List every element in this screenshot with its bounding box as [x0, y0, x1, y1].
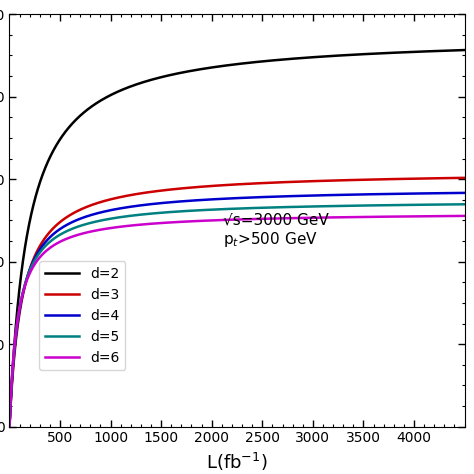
- d=4: [181, 198, 187, 204]
- d=4: [58, 225, 64, 231]
- d=2: [453, 47, 458, 53]
- Line: d=3: d=3: [9, 178, 465, 427]
- d=5: [85, 220, 91, 226]
- X-axis label: L(fb$^{-1}$): L(fb$^{-1}$): [206, 451, 268, 473]
- d=4: [404, 191, 410, 197]
- d=2: [7, 424, 12, 429]
- d=6: [85, 229, 91, 235]
- d=6: [7, 424, 12, 429]
- d=5: [7, 424, 12, 429]
- d=4: [453, 190, 458, 196]
- d=5: [58, 231, 64, 237]
- d=5: [201, 207, 207, 213]
- Line: d=5: d=5: [9, 204, 465, 427]
- Line: d=4: d=4: [9, 193, 465, 427]
- d=3: [201, 184, 207, 190]
- Legend: d=2, d=3, d=4, d=5, d=6: d=2, d=3, d=4, d=5, d=6: [39, 261, 126, 370]
- d=5: [453, 201, 458, 207]
- d=4: [85, 213, 91, 219]
- d=2: [181, 69, 187, 75]
- d=4: [7, 424, 12, 429]
- d=3: [58, 218, 64, 224]
- d=6: [453, 213, 458, 219]
- d=2: [404, 49, 410, 55]
- d=6: [181, 219, 187, 225]
- d=3: [85, 203, 91, 209]
- d=3: [453, 175, 458, 181]
- d=6: [462, 213, 467, 219]
- Text: √s=3000 GeV
p$_t$>500 GeV: √s=3000 GeV p$_t$>500 GeV: [223, 212, 329, 249]
- Line: d=6: d=6: [9, 216, 465, 427]
- d=6: [201, 218, 207, 224]
- d=4: [462, 190, 467, 196]
- d=2: [201, 66, 207, 72]
- d=3: [462, 175, 467, 181]
- d=3: [7, 424, 12, 429]
- d=5: [404, 202, 410, 208]
- d=2: [85, 106, 91, 112]
- d=3: [181, 185, 187, 191]
- d=6: [58, 238, 64, 244]
- d=2: [58, 135, 64, 140]
- d=3: [404, 176, 410, 182]
- d=4: [201, 197, 207, 203]
- d=5: [181, 208, 187, 214]
- d=5: [462, 201, 467, 207]
- Line: d=2: d=2: [9, 50, 465, 427]
- d=2: [462, 47, 467, 53]
- d=6: [404, 214, 410, 219]
